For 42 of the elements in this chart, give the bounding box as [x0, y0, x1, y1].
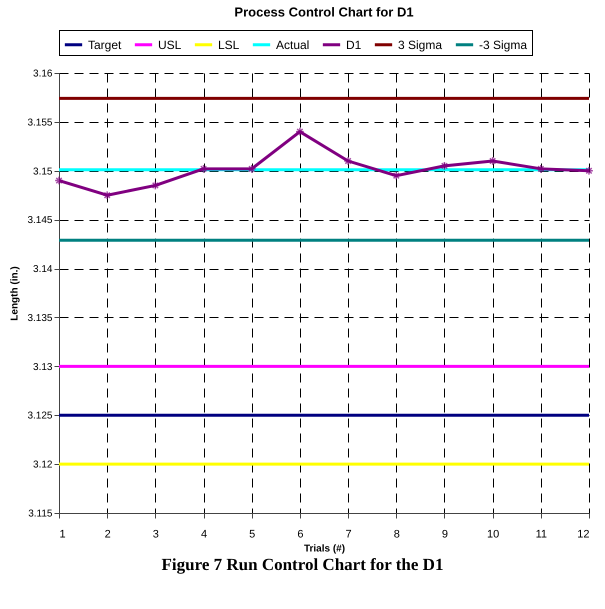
- x-tick-label: 9: [442, 528, 448, 540]
- y-tick-label: 3.145: [27, 215, 53, 226]
- legend-label: Target: [88, 38, 122, 52]
- x-tick-label: 2: [104, 528, 111, 540]
- point: [150, 180, 160, 190]
- legend-label: 3 Sigma: [398, 38, 442, 52]
- point: [584, 166, 594, 176]
- point: [488, 156, 498, 166]
- y-tick-label: 3.12: [33, 460, 53, 471]
- y-tick-label: 3.125: [27, 410, 53, 422]
- legend-label: USL: [158, 38, 182, 52]
- x-axis-title: Trials (#): [304, 544, 346, 554]
- x-tick-label: 3: [152, 528, 159, 540]
- y-tick-label: 3.155: [27, 117, 53, 128]
- legend-label: LSL: [218, 38, 240, 52]
- x-tick-label: 8: [394, 528, 400, 540]
- point: [440, 161, 450, 171]
- x-tick-label: 1: [60, 528, 66, 540]
- y-tick-label: 3.115: [28, 508, 53, 520]
- y-tick-label: 3.14: [33, 264, 53, 276]
- legend-label: D1: [346, 38, 362, 52]
- caption: Figure 7 Run Control Chart for the D1: [160, 555, 444, 575]
- x-tick-label: 4: [200, 528, 208, 540]
- y-tick-label: 3.13: [33, 362, 53, 373]
- x-tick-label: 11: [536, 528, 548, 540]
- chart-title: Process Control Chart for D1: [234, 4, 414, 20]
- point: [54, 176, 64, 186]
- legend-label: Actual: [276, 38, 310, 52]
- y-tick-label: 3.15: [33, 166, 53, 178]
- y-tick-label: 3.135: [27, 312, 53, 324]
- x-tick-label: 5: [249, 528, 256, 540]
- point: [295, 127, 305, 136]
- x-tick-label: 6: [297, 528, 304, 540]
- point: [392, 171, 401, 180]
- x-tick-label: 7: [346, 528, 352, 540]
- x-tick-label: 10: [487, 528, 500, 540]
- y-axis-title: Length (in.): [9, 266, 20, 321]
- legend-label: -3 Sigma: [479, 38, 528, 52]
- point: [198, 164, 208, 174]
- x-tick-label: 12: [577, 528, 590, 540]
- y-tick-label: 3.16: [33, 68, 53, 80]
- point: [343, 156, 353, 166]
